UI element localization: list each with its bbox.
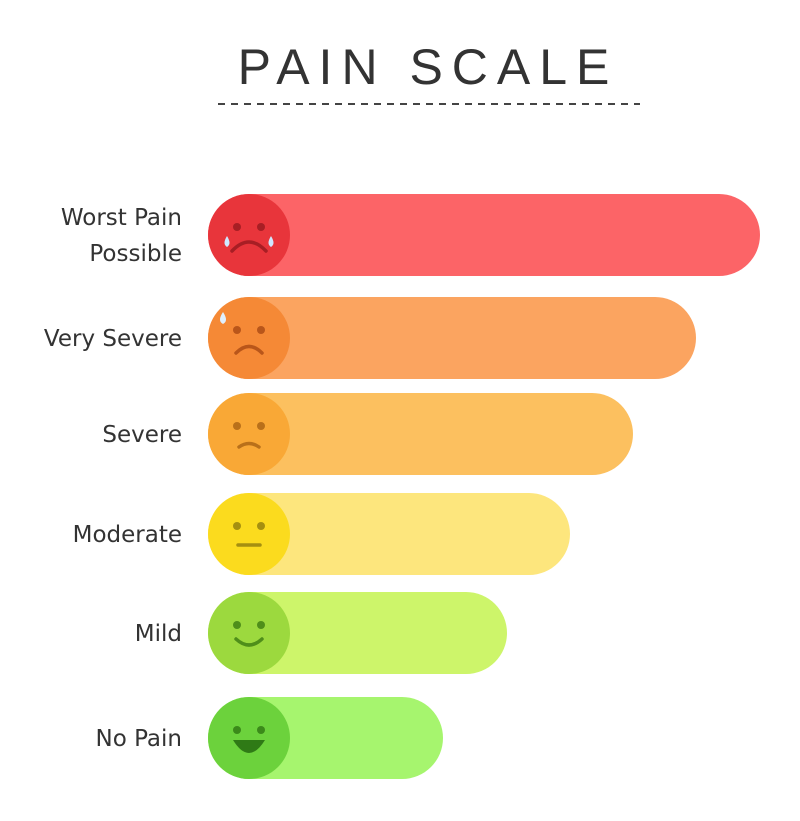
face-mouth [234, 637, 264, 647]
title: PAIN SCALE [238, 39, 619, 95]
sweat [220, 312, 226, 324]
face-eye [233, 621, 241, 629]
face-eye [233, 422, 241, 430]
tear [224, 236, 230, 247]
bar [208, 393, 633, 475]
level-label: Moderate [73, 522, 182, 548]
face-eye [257, 223, 265, 231]
level-label: Mild [135, 621, 182, 647]
face [208, 393, 290, 475]
face-eye [257, 422, 265, 430]
face-eye [233, 522, 241, 530]
face-mouth [237, 441, 261, 449]
level-label: Worst Pain [61, 205, 182, 231]
face-mouth [230, 240, 268, 253]
face-eye [257, 326, 265, 334]
tear [268, 236, 274, 247]
level-label: Severe [102, 422, 182, 448]
face [208, 194, 290, 276]
face-mouth [234, 344, 264, 355]
face [208, 697, 290, 779]
face-eye [233, 326, 241, 334]
bar [208, 493, 570, 575]
face [208, 592, 290, 674]
face-mouth [233, 740, 265, 753]
level-label: Possible [89, 241, 182, 267]
rows: Worst Pain Possible Very Severe Severe Moder… [44, 194, 760, 779]
face-eye [257, 726, 265, 734]
level-label: Very Severe [44, 326, 182, 352]
face-eye [257, 522, 265, 530]
bar [208, 297, 696, 379]
face [208, 493, 290, 575]
level-label: No Pain [96, 726, 183, 752]
face-eye [257, 621, 265, 629]
face-eye [233, 223, 241, 231]
face-eye [233, 726, 241, 734]
face [208, 297, 290, 379]
bar [208, 194, 760, 276]
